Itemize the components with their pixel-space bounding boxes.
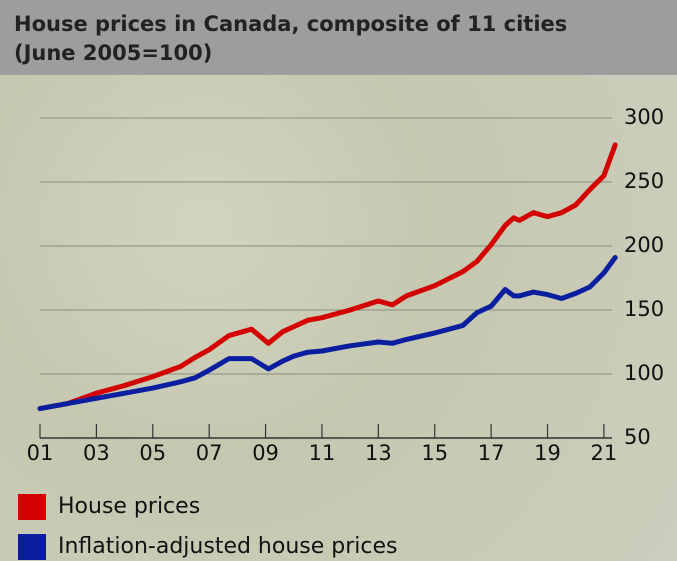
x-tick-label: 01	[27, 441, 54, 465]
x-tick-label: 21	[591, 441, 618, 465]
legend-label: House prices	[58, 494, 200, 519]
legend-swatch	[18, 494, 46, 520]
legend-swatch	[18, 534, 46, 560]
series-line	[37, 255, 618, 412]
x-tick-label: 09	[252, 441, 279, 465]
y-tick-label: 200	[624, 233, 664, 257]
x-tick-label: 03	[83, 441, 110, 465]
y-tick-label: 100	[624, 361, 664, 385]
chart-title: House prices in Canada, composite of 11 …	[14, 12, 568, 65]
y-tick-label: 300	[624, 105, 664, 129]
x-tick-label: 17	[478, 441, 505, 465]
x-tick-label: 07	[196, 441, 223, 465]
x-tick-label: 05	[139, 441, 166, 465]
x-tick-label: 19	[534, 441, 561, 465]
series-line	[37, 142, 618, 412]
y-tick-label: 150	[624, 297, 664, 321]
title-bar: House prices in Canada, composite of 11 …	[0, 0, 677, 75]
legend-label: Inflation-adjusted house prices	[58, 534, 398, 559]
x-tick-label: 13	[365, 441, 392, 465]
x-tick-label: 15	[421, 441, 448, 465]
y-tick-label: 250	[624, 169, 664, 193]
y-tick-label: 50	[624, 425, 651, 449]
x-tick-label: 11	[309, 441, 336, 465]
